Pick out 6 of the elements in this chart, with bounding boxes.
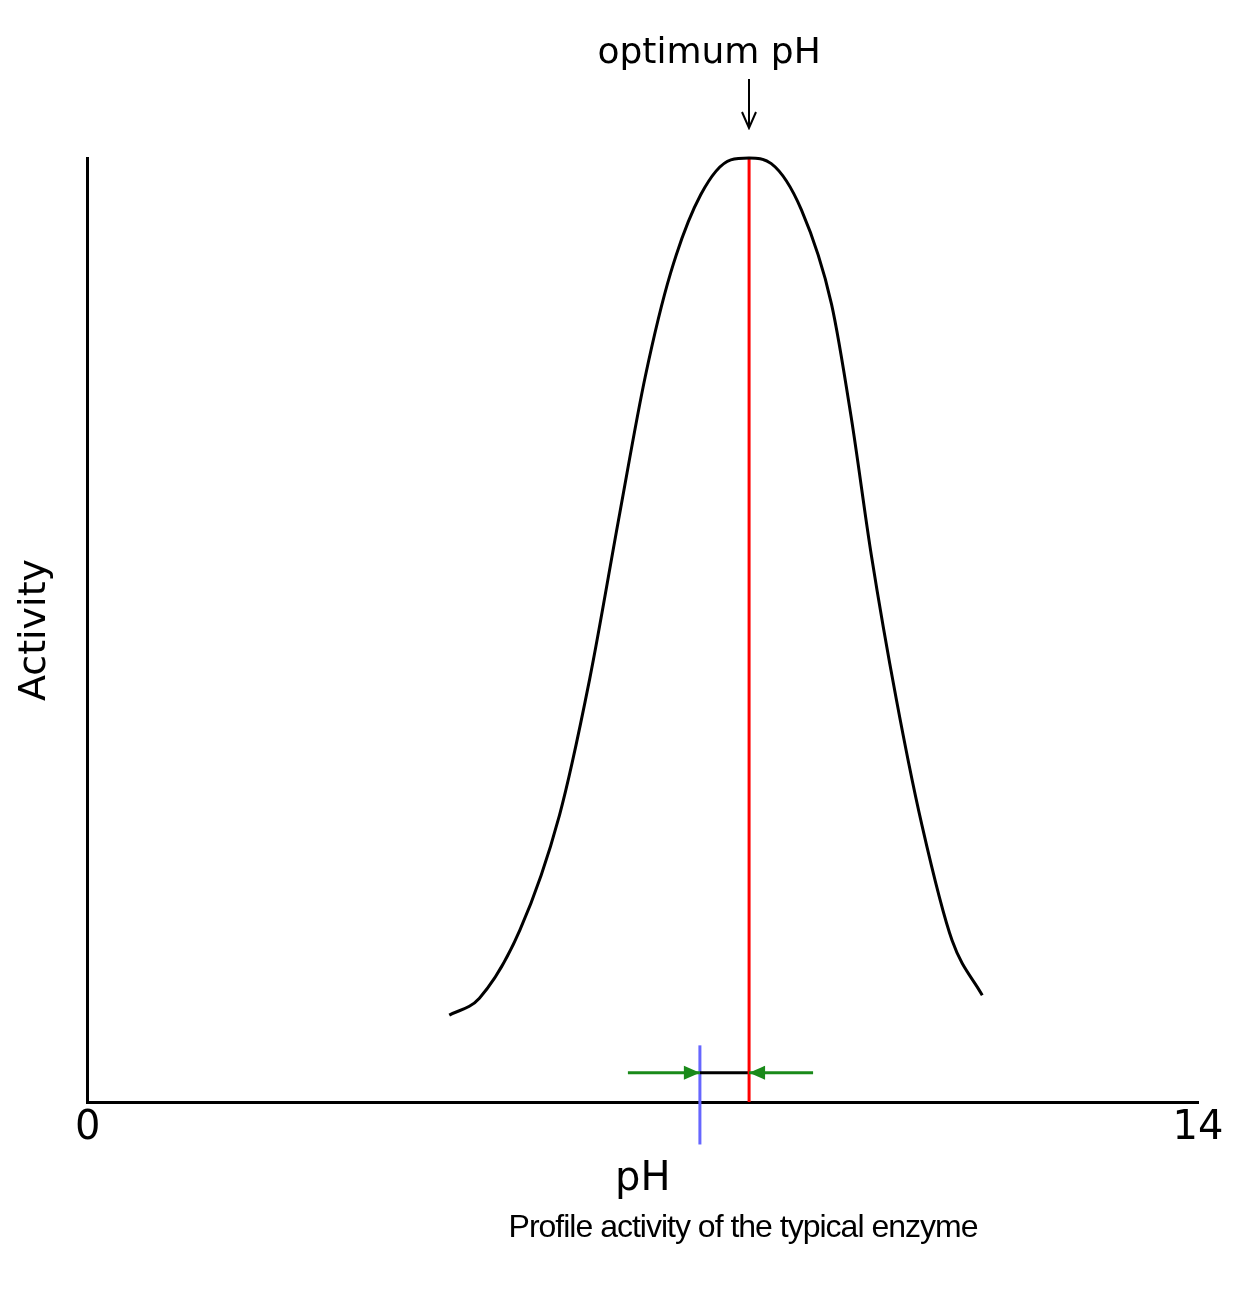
annotation: optimum pH (597, 30, 821, 71)
x-tick-label: 0 (74, 1102, 101, 1149)
x-axis-title: pH (615, 1153, 671, 1200)
text: Profile activity of the typical enzyme (507, 1208, 979, 1245)
x-tick-label: 14 (1172, 1102, 1224, 1149)
y-axis-title: Activity (9, 558, 54, 702)
